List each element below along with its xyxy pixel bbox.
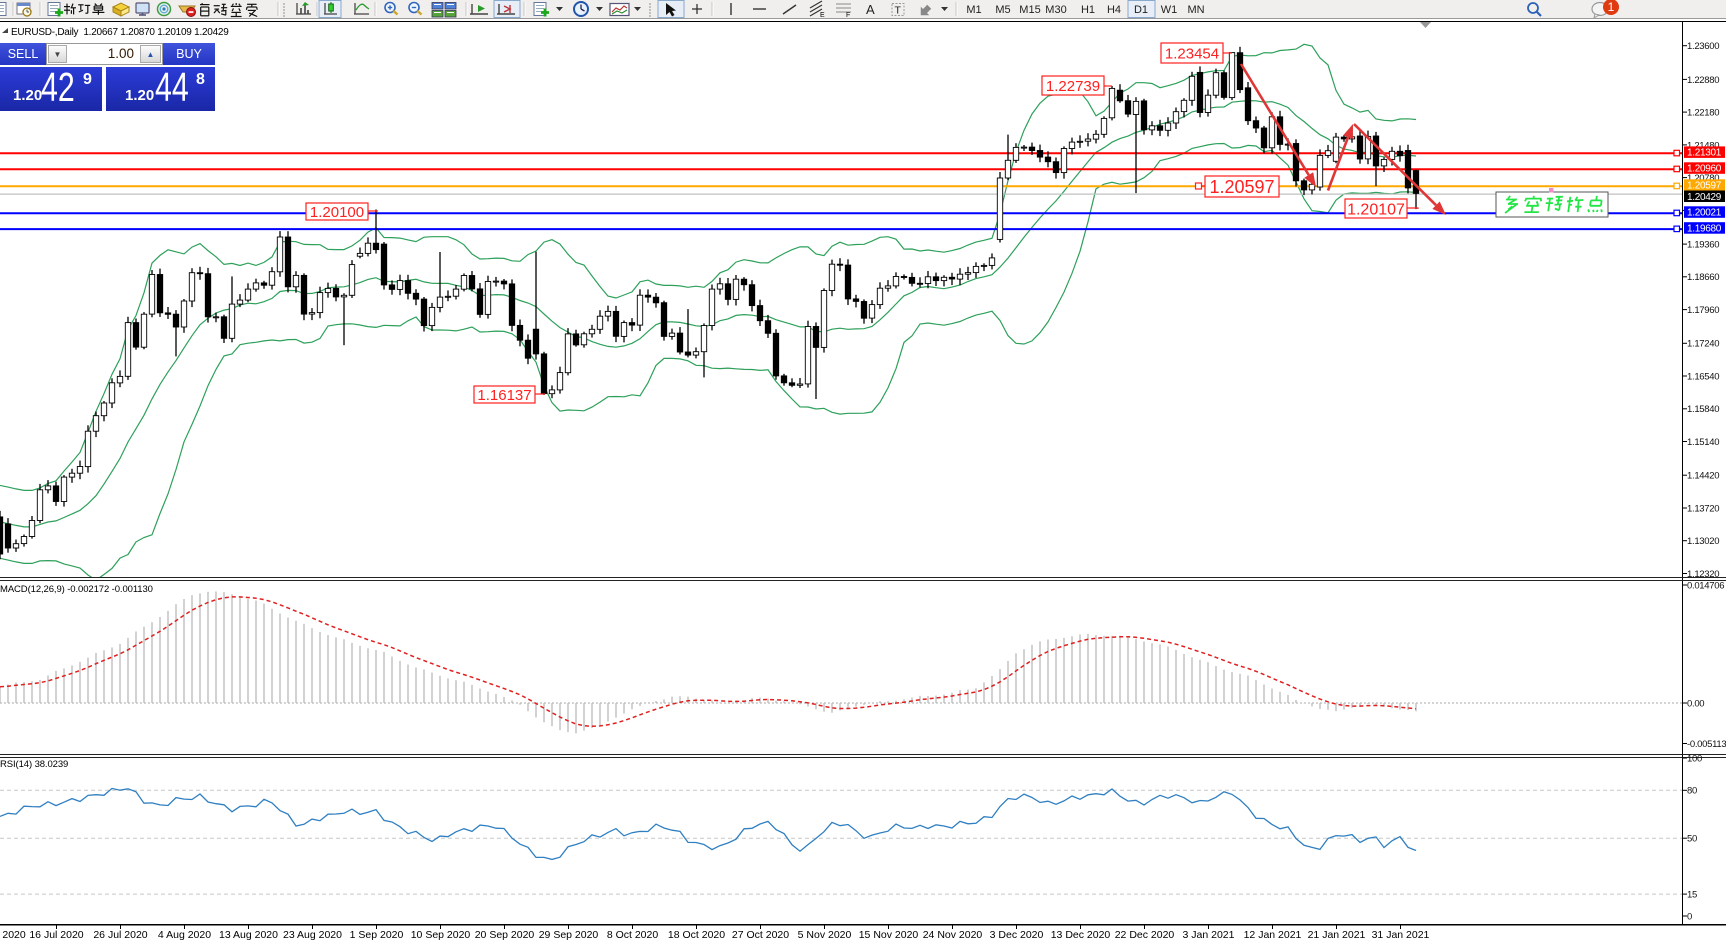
svg-text:T: T bbox=[895, 5, 902, 17]
svg-text:3 Jan 2021: 3 Jan 2021 bbox=[1183, 929, 1235, 941]
svg-text:1.18660: 1.18660 bbox=[1687, 272, 1719, 283]
svg-text:50: 50 bbox=[1687, 834, 1697, 845]
svg-text:1.13720: 1.13720 bbox=[1687, 503, 1719, 514]
svg-text:1 Sep 2020: 1 Sep 2020 bbox=[350, 929, 404, 941]
svg-text:E: E bbox=[820, 12, 825, 19]
svg-text:0.00: 0.00 bbox=[1687, 698, 1704, 709]
svg-text:1.23600: 1.23600 bbox=[1687, 41, 1719, 52]
svg-text:M30: M30 bbox=[1045, 4, 1066, 16]
svg-text:29 Sep 2020: 29 Sep 2020 bbox=[539, 929, 599, 941]
svg-text:1.21301: 1.21301 bbox=[1687, 148, 1722, 159]
svg-text:M15: M15 bbox=[1019, 4, 1040, 16]
svg-text:27 Oct 2020: 27 Oct 2020 bbox=[732, 929, 789, 941]
svg-text:1.20960: 1.20960 bbox=[1687, 164, 1722, 175]
svg-text:D1: D1 bbox=[1134, 4, 1148, 16]
svg-text:31 Jan 2021: 31 Jan 2021 bbox=[1372, 929, 1430, 941]
svg-text:1.13020: 1.13020 bbox=[1687, 536, 1719, 547]
svg-text:24 Nov 2020: 24 Nov 2020 bbox=[923, 929, 983, 941]
svg-text:26 Jul 2020: 26 Jul 2020 bbox=[93, 929, 147, 941]
svg-text:M1: M1 bbox=[966, 4, 981, 16]
svg-text:MACD(12,26,9) -0.002172 -0.001: MACD(12,26,9) -0.002172 -0.001130 bbox=[0, 584, 153, 595]
svg-text:15 Nov 2020: 15 Nov 2020 bbox=[859, 929, 919, 941]
svg-text:4 Aug 2020: 4 Aug 2020 bbox=[158, 929, 211, 941]
svg-text:80: 80 bbox=[1687, 786, 1697, 797]
svg-text:1.20107: 1.20107 bbox=[1347, 201, 1405, 218]
svg-text:1: 1 bbox=[1608, 0, 1615, 14]
svg-text:1.19360: 1.19360 bbox=[1687, 240, 1719, 251]
svg-text:1.21480: 1.21480 bbox=[1687, 140, 1719, 151]
svg-text:10 Sep 2020: 10 Sep 2020 bbox=[411, 929, 471, 941]
svg-text:3 Dec 2020: 3 Dec 2020 bbox=[990, 929, 1044, 941]
svg-text:RSI(14) 38.0239: RSI(14) 38.0239 bbox=[0, 759, 68, 770]
svg-text:13 Dec 2020: 13 Dec 2020 bbox=[1051, 929, 1111, 941]
svg-text:1.20780: 1.20780 bbox=[1687, 173, 1719, 184]
svg-text:1.20597: 1.20597 bbox=[1209, 177, 1274, 197]
svg-text:H4: H4 bbox=[1107, 4, 1121, 16]
svg-text:1.22880: 1.22880 bbox=[1687, 75, 1719, 86]
svg-text:-0.005113: -0.005113 bbox=[1687, 739, 1726, 750]
svg-text:1.14420: 1.14420 bbox=[1687, 471, 1719, 482]
svg-text:1.12320: 1.12320 bbox=[1687, 569, 1719, 580]
svg-text:23 Aug 2020: 23 Aug 2020 bbox=[283, 929, 342, 941]
svg-text:6 Jul 2020: 6 Jul 2020 bbox=[0, 929, 26, 941]
svg-text:0: 0 bbox=[1687, 911, 1692, 922]
svg-text:W1: W1 bbox=[1161, 4, 1178, 16]
svg-text:H1: H1 bbox=[1081, 4, 1095, 16]
svg-text:1.15840: 1.15840 bbox=[1687, 404, 1719, 415]
svg-text:100: 100 bbox=[1687, 753, 1702, 764]
svg-text:1.19680: 1.19680 bbox=[1687, 224, 1722, 235]
svg-text:12 Jan 2021: 12 Jan 2021 bbox=[1244, 929, 1302, 941]
svg-text:15: 15 bbox=[1687, 890, 1697, 901]
svg-text:F: F bbox=[846, 12, 850, 19]
svg-text:1.15140: 1.15140 bbox=[1687, 437, 1719, 448]
svg-text:1.20100: 1.20100 bbox=[310, 204, 364, 221]
svg-text:1.16540: 1.16540 bbox=[1687, 371, 1719, 382]
svg-text:1.17960: 1.17960 bbox=[1687, 305, 1719, 316]
svg-text:1.20021: 1.20021 bbox=[1687, 208, 1722, 219]
svg-text:1.22739: 1.22739 bbox=[1046, 78, 1100, 95]
svg-text:1.22180: 1.22180 bbox=[1687, 108, 1719, 119]
svg-text:5 Nov 2020: 5 Nov 2020 bbox=[798, 929, 852, 941]
svg-text:13 Aug 2020: 13 Aug 2020 bbox=[219, 929, 278, 941]
svg-text:1.16137: 1.16137 bbox=[477, 387, 531, 404]
svg-text:20 Sep 2020: 20 Sep 2020 bbox=[475, 929, 535, 941]
svg-text:1.17240: 1.17240 bbox=[1687, 339, 1719, 350]
svg-text:22 Dec 2020: 22 Dec 2020 bbox=[1115, 929, 1175, 941]
svg-text:1.20429: 1.20429 bbox=[1687, 192, 1722, 203]
svg-text:18 Oct 2020: 18 Oct 2020 bbox=[668, 929, 725, 941]
svg-text:0.014706: 0.014706 bbox=[1687, 580, 1724, 591]
svg-text:A: A bbox=[866, 2, 875, 17]
svg-text:21 Jan 2021: 21 Jan 2021 bbox=[1308, 929, 1366, 941]
svg-text:1.20597: 1.20597 bbox=[1687, 181, 1722, 192]
svg-text:M5: M5 bbox=[995, 4, 1010, 16]
svg-text:1.23454: 1.23454 bbox=[1165, 45, 1219, 62]
svg-text:16 Jul 2020: 16 Jul 2020 bbox=[29, 929, 83, 941]
svg-text:MN: MN bbox=[1187, 4, 1204, 16]
svg-text:EURUSD-,Daily 1.20667 1.20870: EURUSD-,Daily 1.20667 1.20870 1.20109 1.… bbox=[11, 27, 229, 38]
svg-text:8 Oct 2020: 8 Oct 2020 bbox=[607, 929, 659, 941]
